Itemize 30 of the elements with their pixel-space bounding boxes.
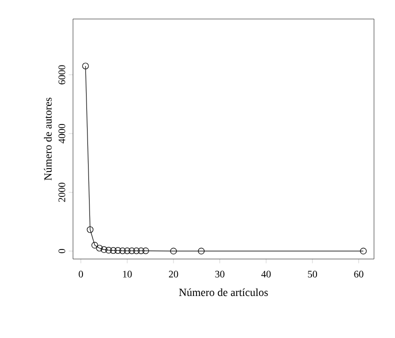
point [91,242,98,248]
x-tick-label: 20 [168,270,178,278]
point [82,62,89,70]
point [133,247,140,254]
x-tick-label: 40 [261,270,271,278]
point [360,248,367,254]
point [124,247,130,254]
point [142,247,150,254]
point [105,246,112,254]
point [110,247,117,254]
point [86,226,94,233]
point [119,247,126,254]
point [128,247,136,254]
x-tick-label: 0 [78,270,83,278]
point [170,248,177,254]
point [138,247,144,254]
x-tick-label: 10 [123,270,132,278]
y-tick-label: 2000 [58,182,66,202]
point [96,244,103,252]
x-axis-title: Número de artículos [179,288,268,296]
y-axis-title: Número de autores [44,98,52,180]
x-tick-label: 30 [215,270,224,278]
point [114,247,122,254]
point [100,246,108,253]
y-tick-label: 0 [58,248,66,254]
x-tick-label: 60 [354,270,364,278]
y-tick-label: 4000 [58,124,66,144]
x-tick-label: 50 [308,270,318,278]
point [198,248,205,254]
y-tick-label: 6000 [58,65,66,84]
